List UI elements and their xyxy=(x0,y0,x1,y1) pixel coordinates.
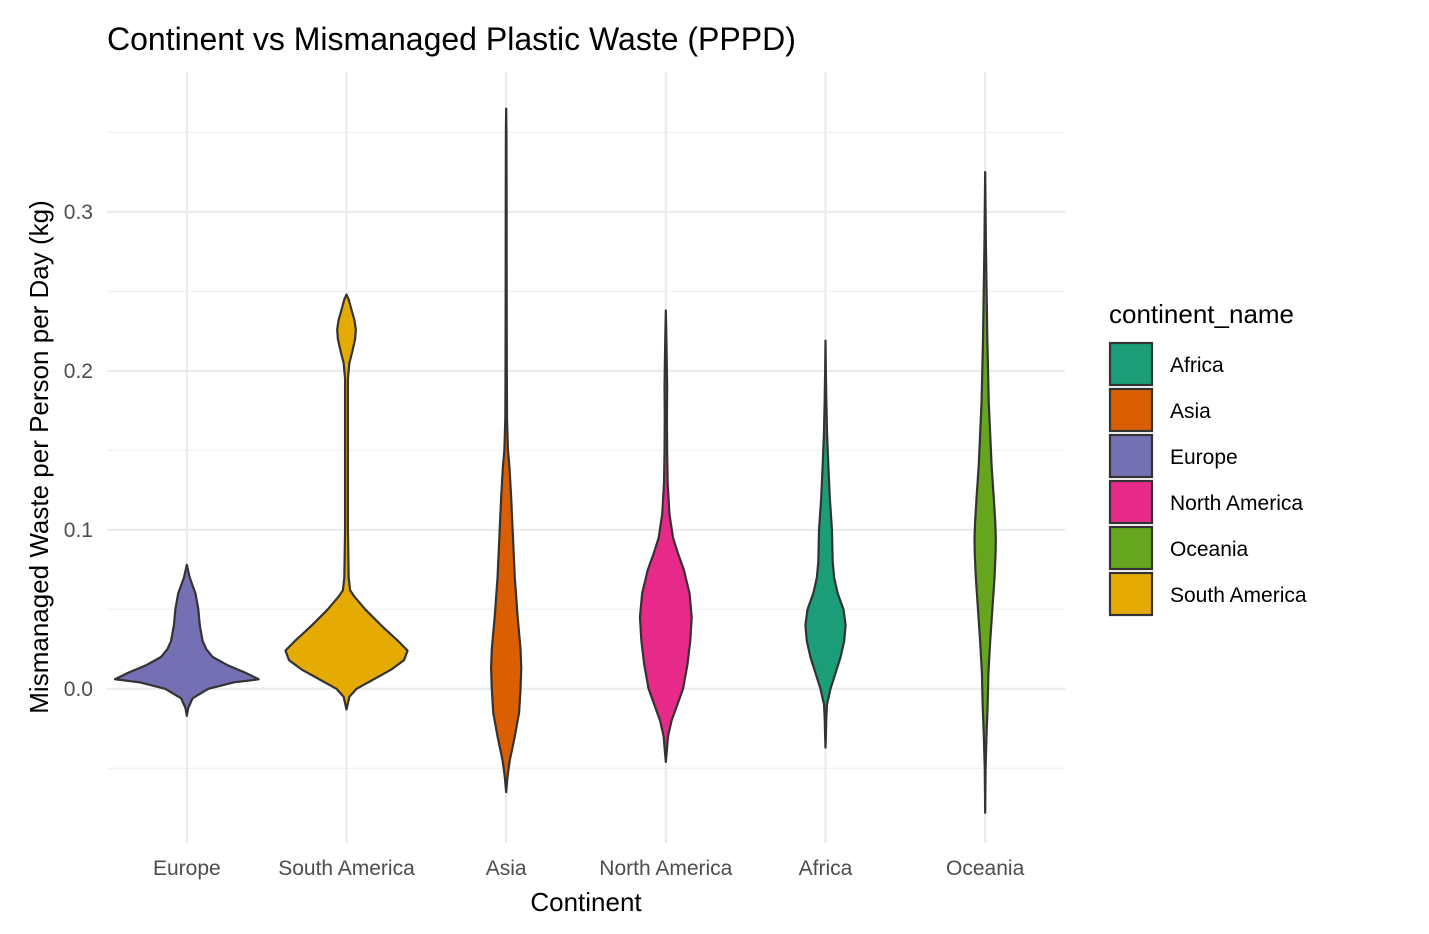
x-tick-label: North America xyxy=(599,857,732,880)
x-tick-label: Europe xyxy=(153,857,221,880)
y-tick-label: 0.0 xyxy=(64,678,93,701)
x-axis-ticks: Europe South America Asia North America Afri… xyxy=(153,857,1025,880)
violin-series xyxy=(113,107,997,814)
x-tick-label: Africa xyxy=(799,857,853,880)
violin-north-america xyxy=(638,309,693,764)
x-tick-label: Asia xyxy=(486,857,527,880)
y-tick-label: 0.2 xyxy=(64,360,93,383)
x-tick-label: Oceania xyxy=(946,857,1025,880)
legend-label-north-america: North America xyxy=(1170,492,1303,515)
legend-label-africa: Africa xyxy=(1170,354,1224,377)
legend-label-oceania: Oceania xyxy=(1170,538,1249,561)
legend-key-africa xyxy=(1108,341,1154,387)
legend-key-asia xyxy=(1108,387,1154,433)
chart-title: Continent vs Mismanaged Plastic Waste (P… xyxy=(107,21,796,57)
legend-key-oceania xyxy=(1108,525,1154,571)
y-axis-ticks: 0.0 0.1 0.2 0.3 xyxy=(64,201,93,701)
legend-label-south-america: South America xyxy=(1170,584,1307,607)
legend-key-europe xyxy=(1108,433,1154,479)
y-tick-label: 0.3 xyxy=(64,201,93,224)
x-axis-title: Continent xyxy=(530,887,642,917)
x-tick-label: South America xyxy=(278,857,415,880)
legend: continent_name Africa Asia Europe North Ame… xyxy=(1108,299,1307,617)
legend-title: continent_name xyxy=(1109,299,1294,329)
violin-africa xyxy=(804,339,847,749)
legend-label-asia: Asia xyxy=(1170,400,1211,423)
legend-key-south-america xyxy=(1108,571,1154,617)
legend-label-europe: Europe xyxy=(1170,446,1238,469)
grid-lines xyxy=(107,72,1065,843)
violin-asia xyxy=(489,107,523,794)
y-tick-label: 0.1 xyxy=(64,519,93,542)
violin-europe xyxy=(113,563,260,717)
violin-oceania xyxy=(973,171,997,814)
y-axis-title: Mismanaged Waste per Person per Day (kg) xyxy=(24,200,54,713)
legend-items: Africa Asia Europe North America Oceania Sout… xyxy=(1108,341,1307,617)
violin-south-america xyxy=(284,293,409,711)
legend-key-north-america xyxy=(1108,479,1154,525)
